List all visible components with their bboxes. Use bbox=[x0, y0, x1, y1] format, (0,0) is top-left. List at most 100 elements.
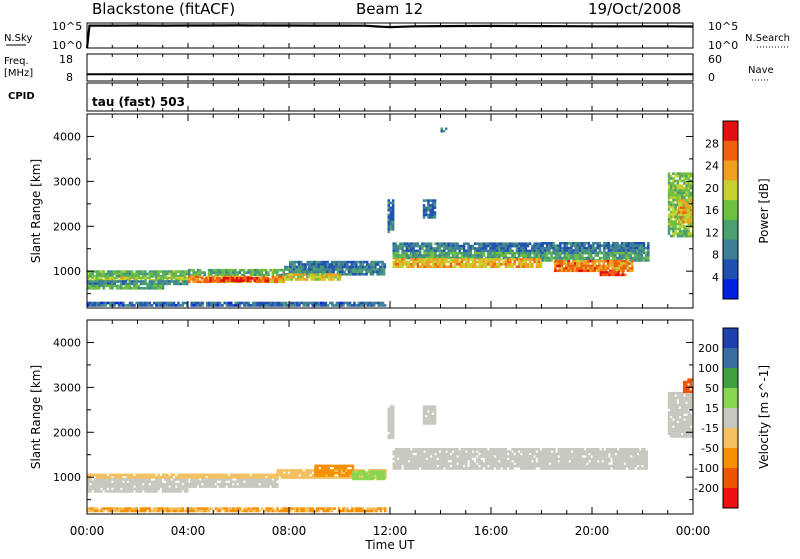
heatmap-cell bbox=[223, 271, 226, 274]
heatmap-cell bbox=[155, 490, 158, 493]
heatmap-cell bbox=[579, 242, 582, 245]
heatmap-cell bbox=[540, 467, 543, 470]
heatmap-cell bbox=[293, 261, 296, 264]
heatmap-cell bbox=[219, 269, 222, 272]
heatmap-cell bbox=[127, 485, 130, 488]
heatmap-cell bbox=[605, 265, 608, 268]
heatmap-cell bbox=[549, 460, 552, 463]
heatmap-cell bbox=[230, 510, 233, 513]
heatmap-cell bbox=[155, 302, 158, 305]
heatmap-cell bbox=[520, 258, 523, 261]
heatmap-cell bbox=[410, 465, 413, 468]
heatmap-cell bbox=[538, 458, 541, 461]
heatmap-cell bbox=[576, 260, 579, 263]
heatmap-cell bbox=[430, 261, 433, 264]
heatmap-cell bbox=[423, 263, 426, 266]
heatmap-cell bbox=[399, 245, 402, 248]
heatmap-cell bbox=[105, 476, 108, 479]
heatmap-cell bbox=[127, 270, 130, 273]
heatmap-cell bbox=[304, 268, 307, 271]
heatmap-cell bbox=[177, 490, 180, 493]
heatmap-cell bbox=[456, 252, 459, 255]
heatmap-cell bbox=[487, 263, 490, 266]
heatmap-cell bbox=[326, 273, 329, 276]
heatmap-cell bbox=[454, 245, 457, 248]
heatmap-cell bbox=[459, 263, 462, 266]
heatmap-cell bbox=[334, 472, 337, 475]
heatmap-cell bbox=[177, 283, 180, 286]
heatmap-cell bbox=[296, 469, 299, 472]
heatmap-cell bbox=[310, 271, 313, 274]
heatmap-cell bbox=[135, 485, 138, 488]
heatmap-cell bbox=[681, 196, 684, 199]
heatmap-cell bbox=[434, 202, 437, 205]
heatmap-cell bbox=[459, 245, 462, 248]
heatmap-cell bbox=[434, 204, 437, 207]
heatmap-cell bbox=[107, 270, 110, 273]
heatmap-cell bbox=[248, 510, 251, 513]
heatmap-cell bbox=[113, 485, 116, 488]
heatmap-cell bbox=[560, 458, 563, 461]
heatmap-cell bbox=[507, 247, 510, 250]
heatmap-cell bbox=[603, 252, 606, 255]
heatmap-cell bbox=[555, 247, 558, 250]
heatmap-cell bbox=[274, 278, 277, 281]
heatmap-cell bbox=[157, 302, 160, 305]
heatmap-cell bbox=[609, 265, 612, 268]
heatmap-cell bbox=[596, 267, 599, 270]
heatmap-cell bbox=[668, 189, 671, 192]
heatmap-cell bbox=[313, 273, 316, 276]
heatmap-cell bbox=[355, 261, 358, 264]
heatmap-cell bbox=[627, 244, 630, 247]
heatmap-cell bbox=[456, 245, 459, 248]
heatmap-cell bbox=[578, 267, 581, 270]
heatmap-cell bbox=[448, 242, 451, 245]
heatmap-cell bbox=[511, 467, 514, 470]
heatmap-cell bbox=[505, 458, 508, 461]
heatmap-cell bbox=[522, 263, 525, 266]
heatmap-cell bbox=[105, 485, 108, 488]
heatmap-cell bbox=[425, 211, 428, 214]
heatmap-cell bbox=[443, 453, 446, 456]
heatmap-cell bbox=[553, 257, 556, 260]
heatmap-cell bbox=[448, 458, 451, 461]
heatmap-cell bbox=[434, 448, 437, 451]
heatmap-cell bbox=[581, 265, 584, 268]
heatmap-cell bbox=[456, 263, 459, 266]
heatmap-cell bbox=[205, 277, 208, 280]
heatmap-cell bbox=[432, 214, 435, 217]
heatmap-cell bbox=[381, 263, 384, 266]
heatmap-cell bbox=[500, 448, 503, 451]
heatmap-cell bbox=[408, 254, 411, 257]
heatmap-cell bbox=[489, 453, 492, 456]
heatmap-cell bbox=[392, 207, 395, 210]
heatmap-cell bbox=[572, 262, 575, 265]
heatmap-cell bbox=[179, 279, 182, 282]
heatmap-cell bbox=[550, 247, 553, 250]
heatmap-cell bbox=[309, 510, 312, 513]
heatmap-cell bbox=[570, 267, 573, 270]
heatmap-cell bbox=[228, 510, 231, 513]
heatmap-cell bbox=[256, 483, 259, 486]
heatmap-cell bbox=[429, 209, 432, 212]
heatmap-cell bbox=[231, 277, 234, 280]
heatmap-cell bbox=[527, 453, 530, 456]
heatmap-cell bbox=[674, 192, 677, 195]
heatmap-cell bbox=[283, 469, 286, 472]
heatmap-cell bbox=[417, 252, 420, 255]
heatmap-cell bbox=[157, 273, 160, 276]
heatmap-cell bbox=[355, 304, 358, 307]
heatmap-cell bbox=[478, 467, 481, 470]
heatmap-cell bbox=[223, 302, 226, 305]
heatmap-cell bbox=[494, 258, 497, 261]
heatmap-cell bbox=[584, 458, 587, 461]
heatmap-cell bbox=[566, 458, 569, 461]
heatmap-cell bbox=[536, 448, 539, 451]
heatmap-cell bbox=[577, 249, 580, 252]
heatmap-cell bbox=[217, 269, 220, 272]
heatmap-cell bbox=[672, 223, 675, 226]
heatmap-cell bbox=[306, 271, 309, 274]
heatmap-cell bbox=[572, 260, 575, 263]
heatmap-cell bbox=[225, 483, 228, 486]
heatmap-cell bbox=[489, 462, 492, 465]
